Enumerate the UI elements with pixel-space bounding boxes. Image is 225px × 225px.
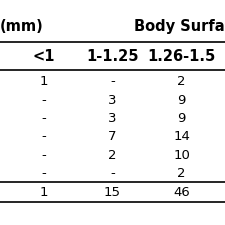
Text: 9: 9 <box>178 112 186 125</box>
Text: 46: 46 <box>173 186 190 199</box>
Text: 2: 2 <box>177 167 186 180</box>
Text: 1: 1 <box>39 75 48 88</box>
Text: -: - <box>41 112 46 125</box>
Text: <1: <1 <box>32 49 55 64</box>
Text: 9: 9 <box>178 94 186 107</box>
Text: -: - <box>41 167 46 180</box>
Text: 2: 2 <box>177 75 186 88</box>
Text: 2: 2 <box>108 149 117 162</box>
Text: -: - <box>110 75 115 88</box>
Text: 10: 10 <box>173 149 190 162</box>
Text: 14: 14 <box>173 130 190 143</box>
Text: (mm): (mm) <box>0 19 44 34</box>
Text: 1.26-1.5: 1.26-1.5 <box>148 49 216 64</box>
Text: 1-1.25: 1-1.25 <box>86 49 139 64</box>
Text: Body Surfa: Body Surfa <box>134 19 225 34</box>
Text: -: - <box>41 149 46 162</box>
Text: 3: 3 <box>108 94 117 107</box>
Text: 7: 7 <box>108 130 117 143</box>
Text: 1: 1 <box>39 186 48 199</box>
Text: -: - <box>110 167 115 180</box>
Text: 3: 3 <box>108 112 117 125</box>
Text: -: - <box>41 130 46 143</box>
Text: -: - <box>41 94 46 107</box>
Text: 15: 15 <box>104 186 121 199</box>
